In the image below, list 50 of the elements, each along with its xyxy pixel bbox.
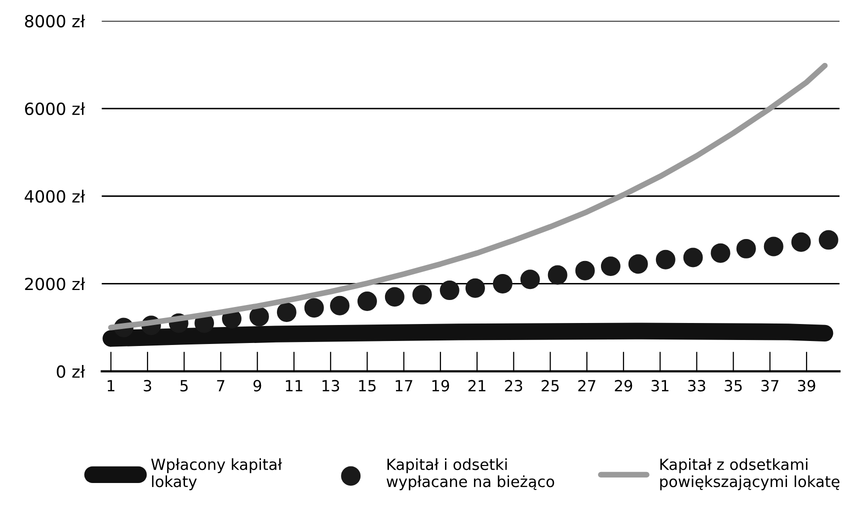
point — [575, 260, 595, 280]
point — [304, 298, 324, 318]
y-tick-label: 4000 zł — [24, 190, 86, 203]
x-tick-label: 9 — [253, 380, 262, 392]
x-tick-label: 5 — [180, 380, 188, 392]
legend-label: Wpłacony kapitał lokaty — [151, 458, 282, 490]
point — [357, 292, 377, 311]
point — [764, 236, 784, 256]
x-tick-label: 13 — [322, 380, 340, 392]
point — [276, 302, 296, 322]
point — [656, 250, 676, 270]
x-tick-label: 27 — [578, 380, 596, 392]
point — [520, 270, 540, 290]
x-tick-label: 17 — [396, 380, 412, 392]
point — [600, 256, 620, 276]
x-tick-label: 21 — [468, 380, 486, 392]
x-tick-label: 1 — [108, 380, 114, 392]
x-tick-label: 11 — [286, 380, 302, 392]
y-tick-label: 8000 zł — [25, 14, 86, 28]
x-tick-label: 19 — [432, 380, 450, 392]
point — [492, 274, 512, 294]
x-tick-label: 3 — [144, 380, 152, 392]
point — [384, 287, 404, 307]
legend-label: Kapitał i odsetki wypłacane na bieżąco — [386, 458, 554, 490]
point — [465, 278, 485, 298]
y-tick-label: 0 zł — [56, 365, 86, 378]
point — [818, 230, 838, 250]
point — [330, 296, 350, 316]
legend-label: Kapitał z odsetkami powiększającymi lokatę — [660, 458, 840, 490]
point — [249, 306, 269, 326]
point — [736, 238, 756, 258]
y-tick-label: 2000 zł — [25, 277, 86, 290]
x-tick-label: 39 — [798, 380, 816, 392]
x-tick-label: 33 — [688, 380, 706, 392]
point — [440, 280, 460, 300]
point — [683, 248, 703, 268]
x-tick-label: 29 — [614, 380, 632, 392]
point — [548, 265, 568, 285]
x-tick-label: 23 — [505, 380, 522, 392]
x-tick-label: 31 — [652, 380, 668, 392]
point — [791, 232, 811, 252]
x-tick-label: 15 — [359, 380, 376, 392]
x-tick-label: 35 — [724, 380, 742, 392]
x-tick-label: 25 — [542, 380, 559, 392]
point — [710, 243, 730, 263]
x-tick-label: 7 — [217, 380, 224, 392]
y-tick-label: 6000 zł — [25, 102, 86, 116]
point — [628, 254, 648, 274]
x-tick-label: 37 — [761, 380, 778, 392]
point — [412, 284, 432, 304]
